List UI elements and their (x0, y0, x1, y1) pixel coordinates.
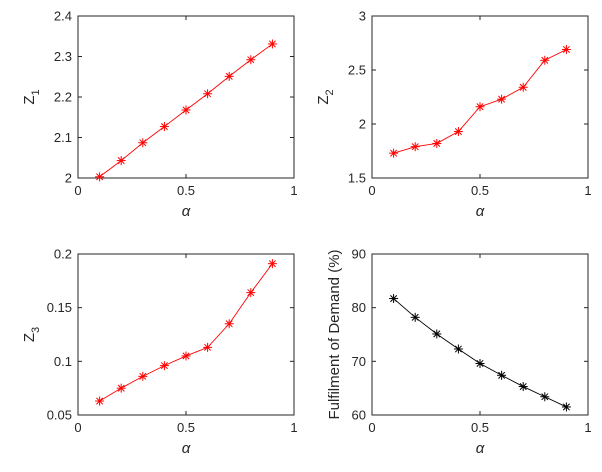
x-tick-label: 1 (290, 420, 297, 435)
data-point-marker (224, 319, 234, 329)
data-point-marker (203, 342, 213, 352)
data-point-marker (389, 294, 399, 304)
y-tick-label: 0.2 (54, 247, 72, 262)
data-point-marker (561, 402, 571, 412)
data-point-marker (475, 358, 485, 368)
y-tick-label: 0.1 (54, 354, 72, 369)
x-tick-label: 0.5 (177, 183, 195, 198)
y-tick-label: 2.2 (54, 90, 72, 105)
data-point-marker (497, 370, 507, 380)
x-tick-label: 0 (74, 183, 81, 198)
x-axis-label: α (182, 203, 191, 220)
data-point-marker (432, 329, 442, 339)
y-tick-label: 2.1 (54, 130, 72, 145)
y-tick-label: 0.05 (47, 408, 72, 423)
data-point-marker (267, 39, 277, 49)
data-point-marker (224, 71, 234, 81)
data-point-marker (267, 259, 277, 269)
data-point-marker (95, 172, 105, 182)
subplot-4: 0 0.5 1 60 70 80 90 α Fulfilment of Demand (%) (326, 247, 592, 458)
x-tick-label: 0 (368, 183, 375, 198)
data-point-marker (453, 127, 463, 137)
y-tick-label: 2 (65, 171, 72, 186)
data-point-marker (203, 89, 213, 99)
subplot-1: 0 0.5 1 2 2.1 2.2 2.3 2.4 α Z1 (21, 9, 298, 221)
axes-frame (371, 253, 589, 416)
y-axis-label: Z3 (21, 327, 42, 342)
data-point-marker (410, 142, 420, 152)
y-axis-label: Z1 (21, 89, 42, 104)
y-tick-label: 80 (352, 300, 366, 315)
data-point-marker (138, 138, 148, 148)
data-point-marker (475, 102, 485, 112)
y-axis-label: Fulfilment of Demand (%) (326, 249, 343, 419)
data-point-marker (246, 288, 256, 298)
data-point-marker (410, 312, 420, 322)
data-point-marker (246, 55, 256, 65)
subplot-3: 0 0.5 1 0.05 0.1 0.15 0.2 α Z3 (21, 247, 298, 458)
data-point-marker (518, 82, 528, 92)
data-point-marker (497, 94, 507, 104)
axes-frame (371, 15, 589, 179)
data-point-marker (116, 383, 126, 393)
data-point-marker (453, 344, 463, 354)
x-axis-label: α (476, 203, 485, 220)
series-line (99, 263, 273, 402)
data-point-marker (540, 55, 550, 65)
y-tick-label: 2.4 (54, 9, 72, 24)
series-line (393, 298, 567, 408)
x-tick-label: 0.5 (471, 183, 489, 198)
x-tick-label: 0.5 (471, 420, 489, 435)
x-tick-label: 1 (584, 420, 591, 435)
y-tick-label: 2 (359, 117, 366, 132)
y-axis-label: Z2 (315, 89, 336, 104)
x-axis-label: α (182, 440, 191, 457)
y-tick-label: 2.5 (348, 63, 366, 78)
data-point-marker (159, 361, 169, 371)
y-tick-label: 2.3 (54, 49, 72, 64)
data-point-marker (181, 105, 191, 115)
y-tick-label: 60 (352, 408, 366, 423)
data-point-marker (389, 148, 399, 158)
x-tick-label: 0 (368, 420, 375, 435)
x-tick-label: 0.5 (177, 420, 195, 435)
data-point-marker (432, 138, 442, 148)
y-tick-label: 70 (352, 354, 366, 369)
data-point-marker (95, 396, 105, 406)
x-tick-label: 1 (290, 183, 297, 198)
y-tick-label: 0.15 (47, 300, 72, 315)
data-point-marker (138, 371, 148, 381)
x-axis-label: α (476, 440, 485, 457)
y-tick-label: 3 (359, 9, 366, 24)
data-point-marker (518, 382, 528, 392)
y-tick-label: 90 (352, 247, 366, 262)
data-point-marker (159, 122, 169, 132)
x-tick-label: 1 (584, 183, 591, 198)
y-tick-label: 1.5 (348, 171, 366, 186)
subplot-2: 0 0.5 1 1.5 2 2.5 3 α Z2 (315, 9, 592, 221)
axes-frame (77, 15, 295, 179)
x-tick-label: 0 (74, 420, 81, 435)
data-point-marker (116, 156, 126, 166)
data-point-marker (540, 392, 550, 402)
series-line (393, 49, 567, 154)
data-point-marker (181, 351, 191, 361)
data-point-marker (561, 44, 571, 54)
